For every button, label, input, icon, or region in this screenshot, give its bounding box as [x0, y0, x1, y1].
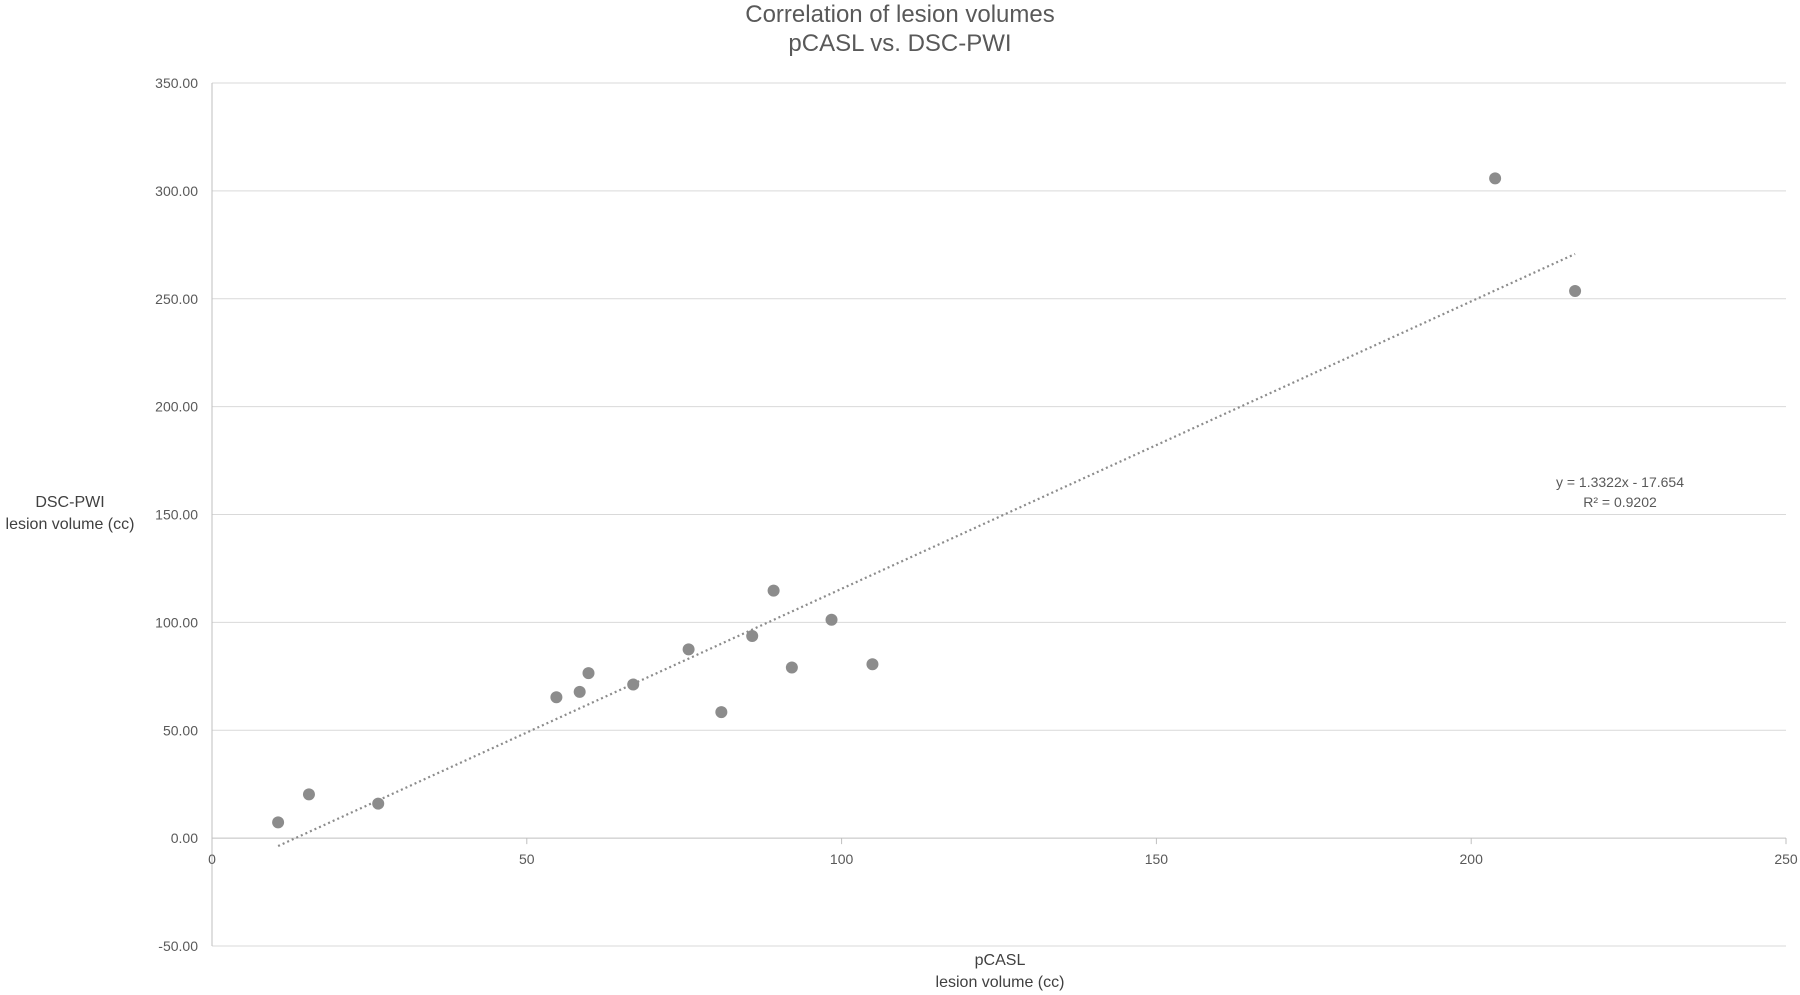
x-axis-title-line-2: lesion volume (cc) — [935, 974, 1065, 991]
x-tick-label: 200 — [1460, 851, 1484, 867]
x-axis-title: pCASL lesion volume (cc) — [800, 950, 1200, 994]
x-axis-title-line-1: pCASL — [974, 952, 1026, 969]
data-point — [746, 629, 759, 642]
data-point — [582, 667, 595, 680]
trendline — [277, 252, 1576, 848]
gridlines — [212, 82, 1786, 947]
y-tick-label: -50.00 — [158, 938, 198, 954]
data-point — [302, 788, 315, 801]
data-point — [372, 797, 385, 810]
y-axis-title-line-1: DSC-PWI — [35, 494, 105, 511]
x-tick-label: 0 — [208, 851, 216, 867]
data-point — [1489, 172, 1502, 185]
y-tick-label: 100.00 — [155, 614, 198, 630]
data-point — [715, 706, 728, 719]
data-point — [1569, 284, 1582, 297]
x-tick-label: 250 — [1774, 851, 1798, 867]
y-axis-tick-labels: -50.00 0.00 50.00 100.00 150.00 200.00 250.00 3… — [155, 75, 198, 954]
data-point — [627, 678, 640, 691]
y-tick-label: 350.00 — [155, 75, 198, 91]
trendline-layer — [277, 252, 1576, 848]
data-point — [866, 658, 879, 671]
chart-subtitle: pCASL vs. DSC-PWI — [788, 30, 1012, 57]
y-tick-label: 200.00 — [155, 399, 198, 415]
data-point — [272, 816, 285, 829]
data-point — [825, 613, 838, 626]
y-tick-label: 50.00 — [163, 722, 198, 738]
chart-title: Correlation of lesion volumes — [745, 1, 1055, 28]
data-point — [682, 643, 695, 656]
data-point — [550, 691, 563, 704]
data-point — [573, 685, 586, 698]
y-axis-title-line-2: lesion volume (cc) — [5, 516, 135, 533]
data-point — [767, 584, 780, 597]
y-tick-label: 150.00 — [155, 507, 198, 523]
trendline-equation-label: y = 1.3322x - 17.654 R² = 0.9202 — [1500, 472, 1740, 512]
y-axis-title: DSC-PWI lesion volume (cc) — [0, 492, 140, 536]
x-axis-tick-labels: 0 50 100 150 200 250 — [208, 851, 1798, 867]
x-tick-label: 50 — [519, 851, 535, 867]
x-tick-label: 150 — [1145, 851, 1169, 867]
y-tick-label: 0.00 — [171, 830, 198, 846]
y-tick-label: 250.00 — [155, 291, 198, 307]
trendline-equation: y = 1.3322x - 17.654 — [1555, 474, 1685, 490]
chart-title-block: Correlation of lesion volumes pCASL vs. … — [0, 0, 1800, 58]
axes — [211, 83, 1787, 946]
trendline-r-squared: R² = 0.9202 — [1583, 494, 1657, 510]
x-tick-label: 100 — [830, 851, 854, 867]
data-point — [785, 661, 798, 674]
y-tick-label: 300.00 — [155, 183, 198, 199]
data-points — [272, 172, 1582, 829]
